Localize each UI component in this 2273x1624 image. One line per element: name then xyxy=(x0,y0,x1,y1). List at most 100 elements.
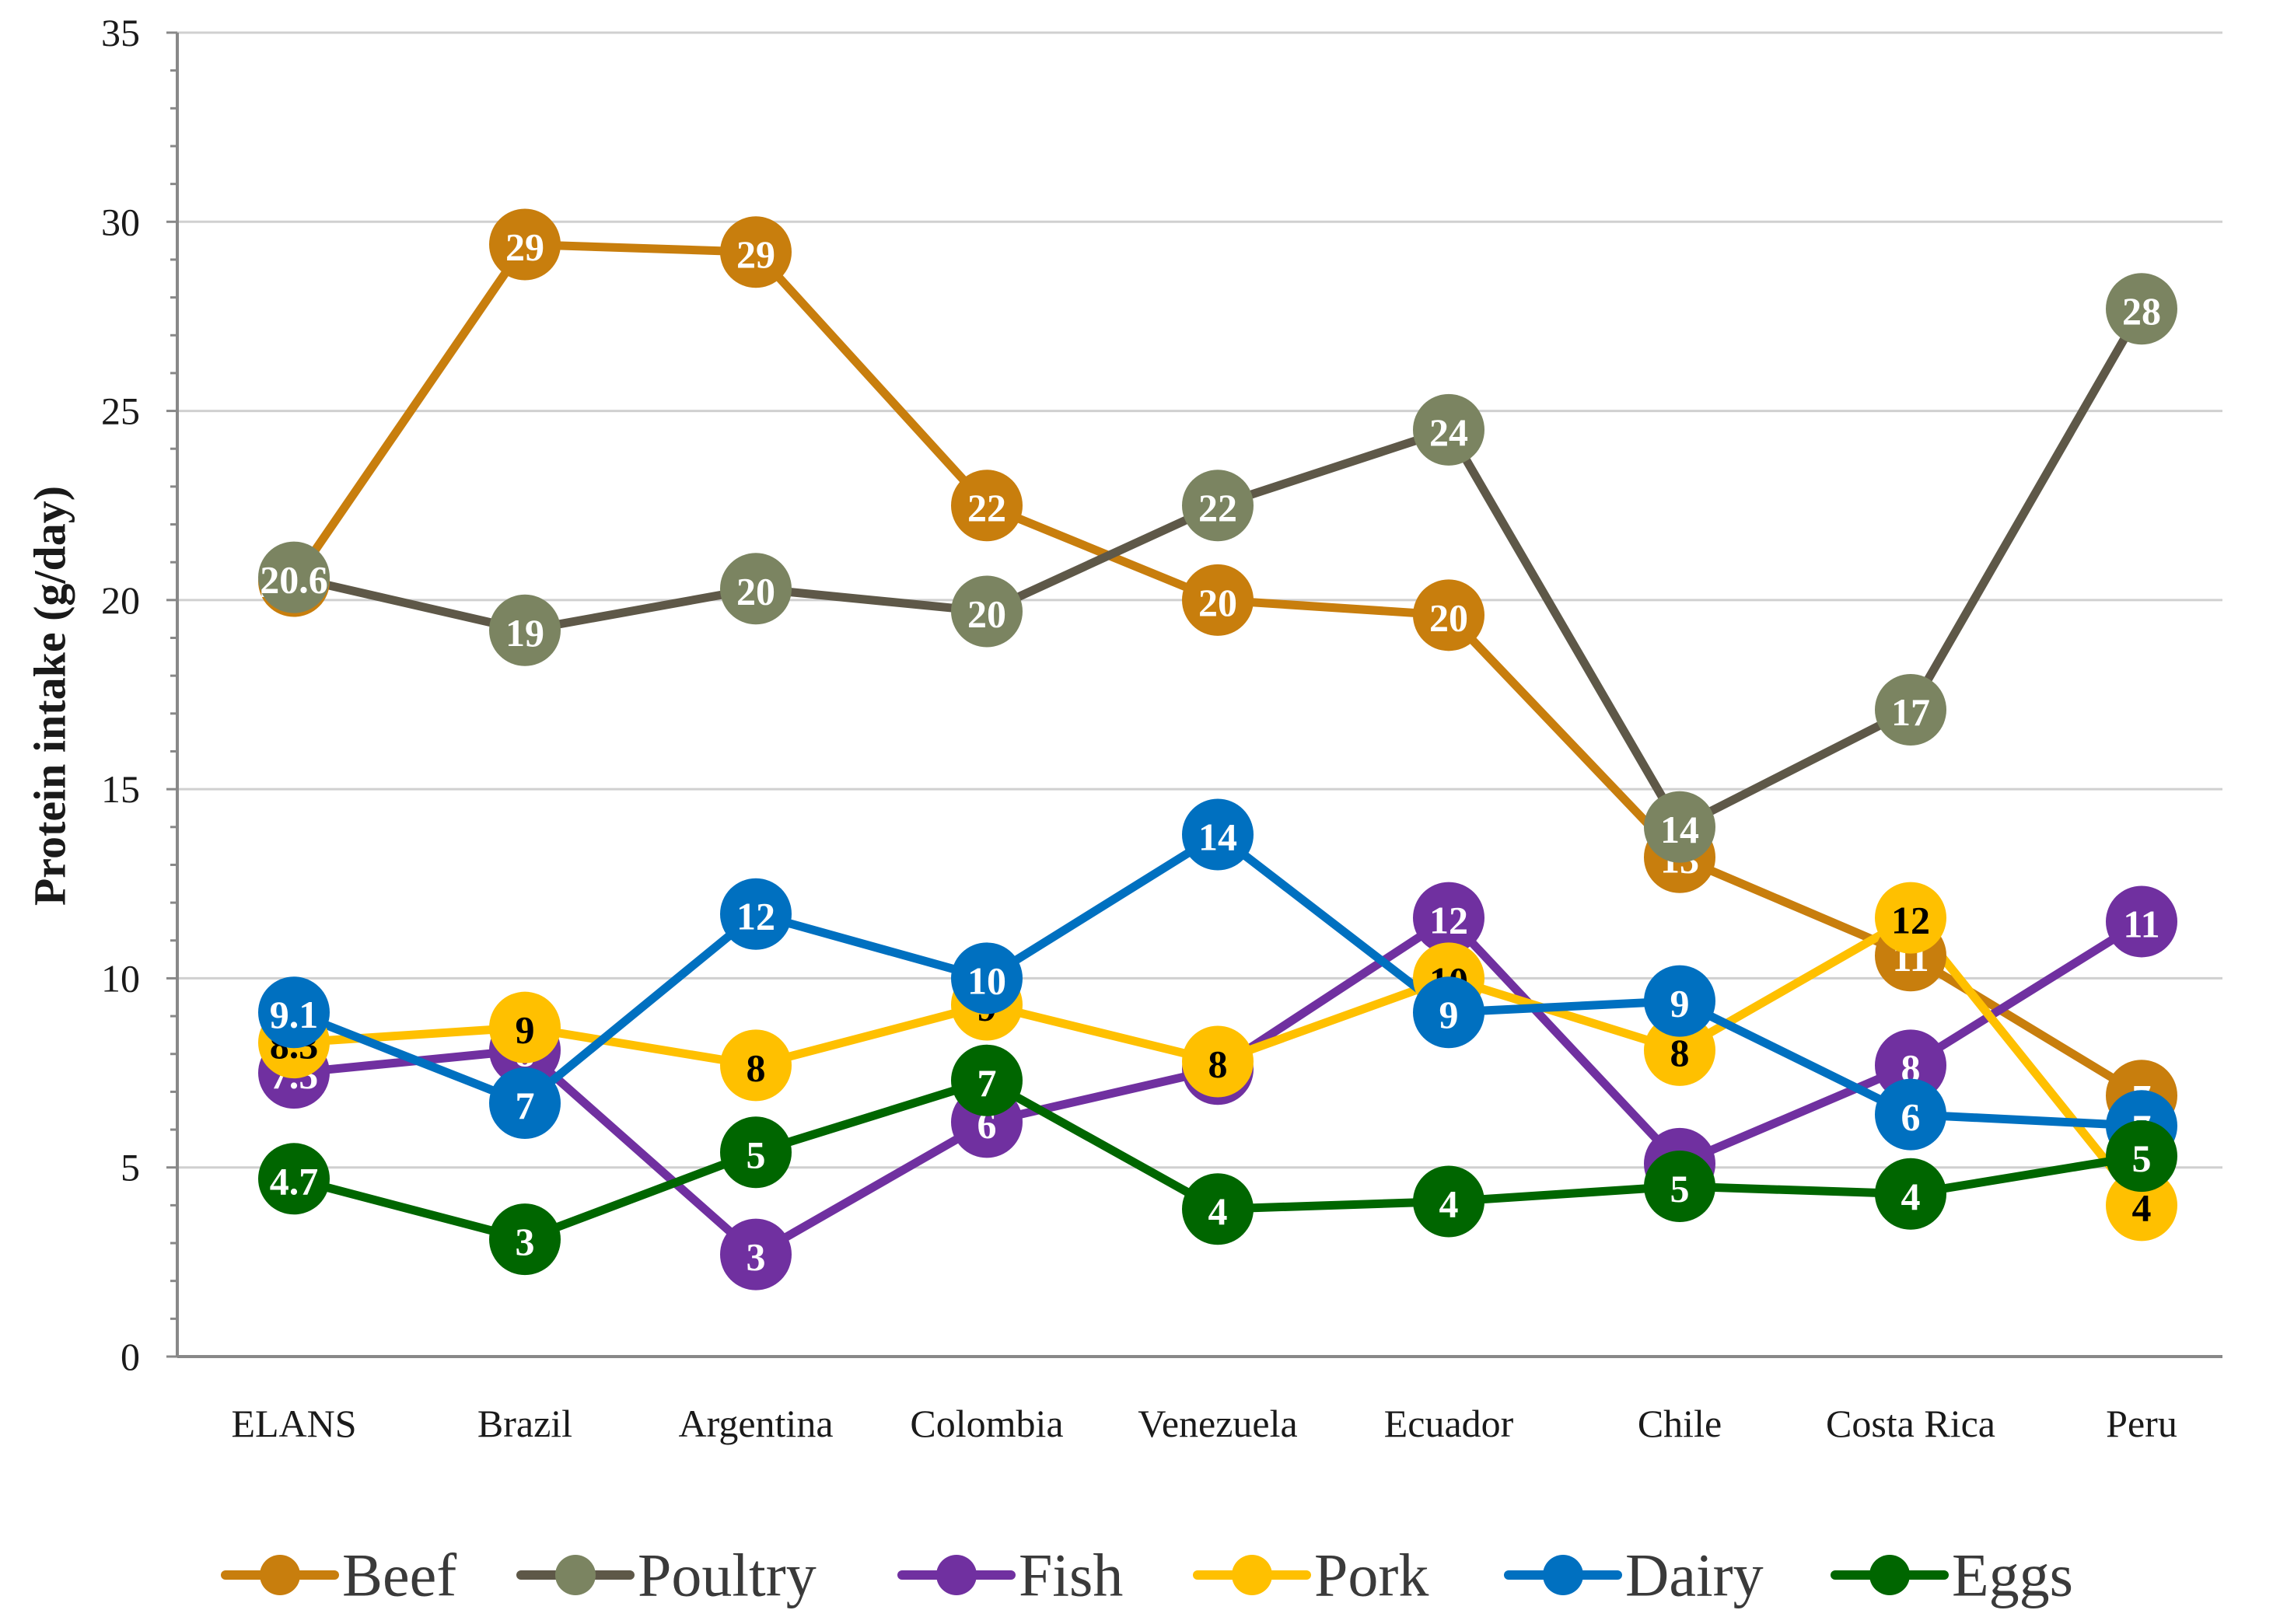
data-point-fish xyxy=(2106,885,2177,958)
data-point-dairy xyxy=(1875,1078,1946,1151)
legend-label-dairy: Dairy xyxy=(1625,1542,1764,1609)
y-tick-label: 35 xyxy=(101,11,140,54)
data-point-poultry xyxy=(720,553,792,625)
data-label-dairy: 9 xyxy=(1670,982,1690,1025)
data-label-dairy: 7 xyxy=(516,1084,535,1127)
data-label-eggs: 4 xyxy=(1439,1182,1459,1226)
data-point-fish xyxy=(1875,1029,1946,1102)
data-point-eggs xyxy=(1182,1173,1254,1245)
data-point-poultry xyxy=(1182,470,1254,542)
legend-label-beef: Beef xyxy=(342,1542,456,1609)
data-label-eggs: 3 xyxy=(516,1220,535,1263)
data-label-beef: 29 xyxy=(505,225,544,268)
data-point-beef xyxy=(489,208,561,281)
data-point-poultry xyxy=(489,594,561,666)
data-point-poultry xyxy=(1644,791,1715,863)
data-point-poultry xyxy=(2106,273,2177,345)
y-axis-ticks: 0 5 10 15 20 25 30 35 xyxy=(101,11,177,1378)
y-tick-label: 10 xyxy=(101,956,140,1000)
y-tick-label: 25 xyxy=(101,389,140,433)
x-tick-label: Ecuador xyxy=(1384,1402,1514,1445)
y-tick-label: 15 xyxy=(101,767,140,811)
data-label-eggs: 4 xyxy=(1208,1189,1228,1233)
data-label-eggs: 7 xyxy=(977,1061,997,1105)
data-point-dairy xyxy=(1182,798,1254,871)
data-point-eggs xyxy=(258,1143,330,1215)
data-label-eggs: 5 xyxy=(1670,1167,1690,1210)
axes xyxy=(176,33,2222,1358)
data-point-pork xyxy=(2106,1169,2177,1242)
data-label-poultry: 14 xyxy=(1660,808,1699,851)
legend-marker-poultry xyxy=(555,1555,596,1595)
data-point-pork xyxy=(489,991,561,1063)
data-label-dairy: 9.1 xyxy=(270,993,319,1036)
data-label-poultry: 20 xyxy=(967,592,1006,635)
y-tick-label: 5 xyxy=(121,1146,140,1189)
x-tick-label: Argentina xyxy=(678,1402,833,1445)
data-point-eggs xyxy=(1644,1151,1715,1223)
data-point-dairy xyxy=(258,976,330,1049)
series-line-beef xyxy=(289,239,2146,1100)
legend-marker-eggs xyxy=(1869,1555,1910,1595)
legend: Beef Poultry Fish Pork Dairy Eggs xyxy=(221,1542,2073,1609)
data-label-dairy: 12 xyxy=(736,895,775,938)
y-tick-label: 0 xyxy=(121,1335,140,1378)
data-point-eggs xyxy=(489,1203,561,1276)
data-label-pork: 9 xyxy=(516,1008,535,1052)
data-point-dairy xyxy=(1644,965,1715,1037)
data-label-eggs: 4.7 xyxy=(270,1159,319,1203)
legend-label-poultry: Poultry xyxy=(638,1542,817,1609)
x-tick-label: Venezuela xyxy=(1138,1402,1297,1445)
data-label-eggs: 5 xyxy=(2132,1137,2152,1180)
data-label-fish: 12 xyxy=(1429,899,1468,942)
data-point-fish xyxy=(1413,882,1484,954)
data-label-dairy: 9 xyxy=(1439,993,1459,1036)
data-point-dairy xyxy=(951,942,1023,1015)
legend-label-eggs: Eggs xyxy=(1952,1542,2073,1609)
data-label-beef: 22 xyxy=(967,486,1006,529)
data-point-eggs xyxy=(2106,1120,2177,1193)
x-tick-label: Peru xyxy=(2106,1402,2177,1445)
data-label-fish: 11 xyxy=(2123,902,2159,945)
data-point-pork xyxy=(720,1029,792,1102)
data-label-dairy: 10 xyxy=(967,959,1006,1002)
x-tick-label: ELANS xyxy=(231,1402,356,1445)
data-point-pork xyxy=(1182,1025,1254,1098)
y-tick-label: 20 xyxy=(101,578,140,622)
data-point-beef xyxy=(1182,564,1254,636)
data-point-dairy xyxy=(720,878,792,950)
data-point-beef xyxy=(720,216,792,288)
data-label-pork: 12 xyxy=(1891,899,1930,942)
data-point-beef xyxy=(1413,579,1484,651)
data-label-pork: 8 xyxy=(1670,1031,1690,1074)
data-point-dairy xyxy=(1413,976,1484,1049)
data-point-eggs xyxy=(1875,1158,1946,1230)
data-point-eggs xyxy=(1413,1165,1484,1238)
legend-marker-dairy xyxy=(1543,1555,1583,1595)
data-point-poultry xyxy=(258,541,330,613)
data-label-poultry: 22 xyxy=(1198,486,1237,529)
x-axis-ticks: ELANS Brazil Argentina Colombia Venezuela Ecu… xyxy=(231,1402,2177,1445)
data-label-poultry: 17 xyxy=(1891,690,1930,734)
data-point-dairy xyxy=(489,1067,561,1139)
data-label-dairy: 14 xyxy=(1198,815,1237,859)
x-tick-label: Brazil xyxy=(477,1402,572,1445)
legend-label-pork: Pork xyxy=(1314,1542,1428,1609)
data-point-eggs xyxy=(951,1044,1023,1116)
data-point-poultry xyxy=(1875,673,1946,746)
data-point-poultry xyxy=(951,575,1023,648)
data-label-pork: 8 xyxy=(1208,1042,1228,1085)
legend-marker-pork xyxy=(1232,1555,1272,1595)
series-markers: 20.529292220201311720.619202022241417287… xyxy=(258,208,2177,1290)
data-label-fish: 3 xyxy=(747,1235,766,1279)
x-tick-label: Colombia xyxy=(910,1402,1063,1445)
y-tick-label: 30 xyxy=(101,200,140,243)
legend-marker-beef xyxy=(260,1555,300,1595)
data-label-poultry: 19 xyxy=(505,611,544,655)
data-label-poultry: 20.6 xyxy=(260,558,328,602)
data-point-fish xyxy=(720,1218,792,1290)
data-label-pork: 4 xyxy=(2132,1186,2152,1229)
data-label-eggs: 4 xyxy=(1901,1175,1921,1218)
data-point-pork xyxy=(1875,882,1946,954)
